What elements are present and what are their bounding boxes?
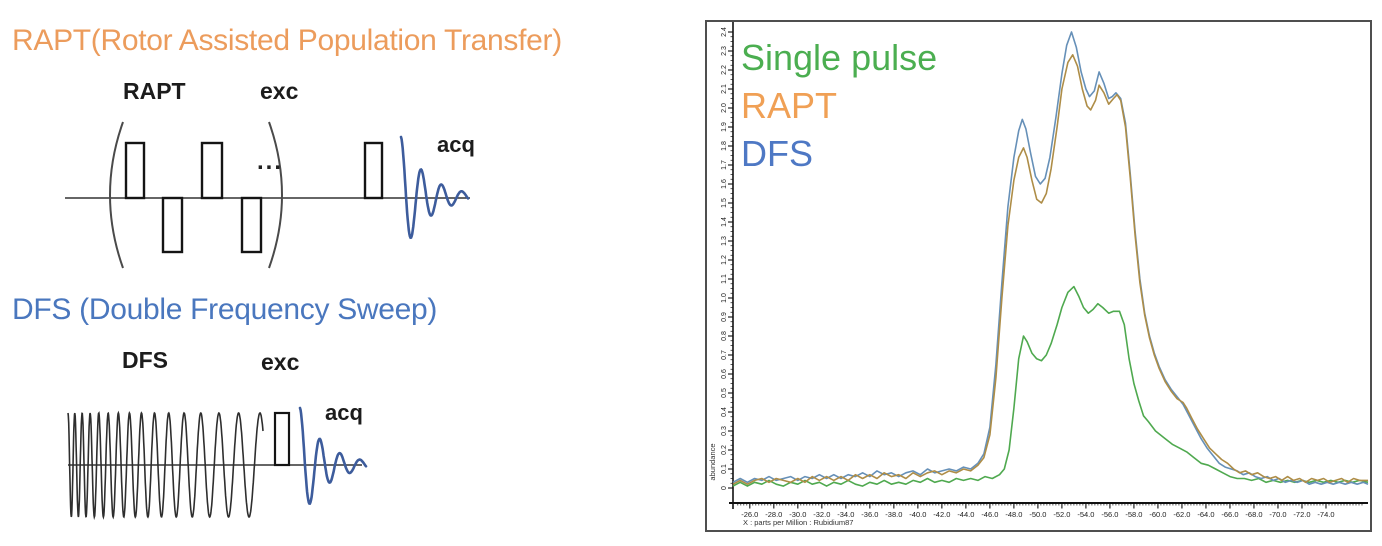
- x-axis-title: X : parts per Million : Rubidium87: [743, 518, 853, 527]
- x-tick-label: -28.0: [765, 510, 782, 519]
- y-tick-label: 1.2: [721, 255, 728, 265]
- y-tick-label: 0.4: [721, 407, 728, 417]
- x-tick-label: -62.0: [1173, 510, 1190, 519]
- dfs-title: DFS (Double Frequency Sweep): [12, 293, 438, 326]
- dfs-sequence-label: DFS: [122, 347, 168, 373]
- rapt-pulse-down-2: [240, 196, 263, 254]
- rapt-acq-label: acq: [437, 132, 475, 157]
- pulse-diagram-canvas: [65, 121, 470, 521]
- y-tick-label: 1.9: [721, 122, 728, 132]
- x-tick-label: -72.0: [1293, 510, 1310, 519]
- x-tick-label: -66.0: [1221, 510, 1238, 519]
- x-tick-label: -44.0: [957, 510, 974, 519]
- pulse-sequence-panel: RAPT(Rotor Assisted Population Transfer)…: [12, 24, 562, 521]
- x-tick-label: -54.0: [1077, 510, 1094, 519]
- x-tick-label: -60.0: [1149, 510, 1166, 519]
- y-tick-label: 1.1: [721, 274, 728, 284]
- legend-rapt: RAPT: [741, 85, 838, 126]
- rapt-pulse-up-2: [200, 141, 224, 200]
- x-tick-label: -42.0: [933, 510, 950, 519]
- rapt-pulse-down-1: [161, 196, 184, 254]
- x-tick-label: -50.0: [1029, 510, 1046, 519]
- series-line-single-pulse: [732, 285, 1369, 487]
- y-tick-label: 0.1: [721, 464, 728, 474]
- y-tick-label: 0.3: [721, 426, 728, 436]
- x-tick-label: -74.0: [1317, 510, 1334, 519]
- x-tick-label: -26.0: [741, 510, 758, 519]
- close-bracket-icon: [268, 121, 283, 269]
- rapt-ellipsis: ...: [257, 148, 284, 175]
- x-tick-label: -64.0: [1197, 510, 1214, 519]
- dfs-acq-label: acq: [325, 400, 363, 425]
- x-tick-label: -68.0: [1245, 510, 1262, 519]
- y-tick-label: 2.0: [721, 103, 728, 113]
- dfs-chirp-icon: [67, 410, 264, 521]
- y-tick-label: 2.4: [721, 27, 728, 37]
- y-tick-label: 0: [721, 486, 728, 490]
- y-tick-label: 1.5: [721, 198, 728, 208]
- rapt-title: RAPT(Rotor Assisted Population Transfer): [12, 24, 562, 57]
- x-tick-label: -40.0: [909, 510, 926, 519]
- x-tick-label: -36.0: [861, 510, 878, 519]
- x-tick-label: -38.0: [885, 510, 902, 519]
- y-tick-label: 1.8: [721, 141, 728, 151]
- spectra-chart: -26.0 -28.0 -30.0 -32.0 -34.0 -36.0 -38.0 -40.0…: [705, 20, 1372, 532]
- y-tick-label: 1.3: [721, 236, 728, 246]
- y-tick-label: 1.7: [721, 160, 728, 170]
- x-tick-label: -52.0: [1053, 510, 1070, 519]
- x-tick-label: -32.0: [813, 510, 830, 519]
- rapt-sequence-label: RAPT: [123, 78, 186, 104]
- x-tick-label: -56.0: [1101, 510, 1118, 519]
- y-tick-label: 1.0: [721, 293, 728, 303]
- y-tick-label: 1.6: [721, 179, 728, 189]
- chart-canvas: -26.0 -28.0 -30.0 -32.0 -34.0 -36.0 -38.0 -40.0…: [708, 22, 1369, 527]
- x-tick-label: -34.0: [837, 510, 854, 519]
- dfs-exc-pulse: [273, 411, 291, 467]
- rapt-exc-pulse: [363, 141, 384, 200]
- y-tick-label: 2.2: [721, 65, 728, 75]
- x-tick-label: -48.0: [1005, 510, 1022, 519]
- rapt-exc-label: exc: [260, 78, 299, 104]
- x-tick-label: -30.0: [789, 510, 806, 519]
- legend-single-pulse: Single pulse: [741, 37, 938, 78]
- series-line-dfs: [732, 31, 1369, 486]
- y-tick-label: 0.9: [721, 312, 728, 322]
- dfs-fid-icon: [298, 406, 368, 505]
- y-tick-label: 2.3: [721, 46, 728, 56]
- x-tick-label: -58.0: [1125, 510, 1142, 519]
- x-tick-label: -46.0: [981, 510, 998, 519]
- rapt-fid-icon: [399, 135, 470, 240]
- y-tick-label: 0.5: [721, 388, 728, 398]
- y-axis-title: abundance: [708, 443, 717, 480]
- series-line-rapt: [732, 53, 1368, 486]
- open-bracket-icon: [109, 121, 124, 269]
- rapt-pulse-up-1: [124, 141, 146, 200]
- y-tick-label: 0.6: [721, 369, 728, 379]
- y-tick-label: 0.7: [721, 350, 728, 360]
- y-tick-label: 0.8: [721, 331, 728, 341]
- y-tick-label: 1.4: [721, 217, 728, 227]
- y-tick-label: 0.2: [721, 445, 728, 455]
- dfs-exc-label: exc: [261, 349, 300, 375]
- x-tick-label: -70.0: [1269, 510, 1286, 519]
- y-tick-label: 2.1: [721, 84, 728, 94]
- legend-dfs: DFS: [741, 133, 813, 174]
